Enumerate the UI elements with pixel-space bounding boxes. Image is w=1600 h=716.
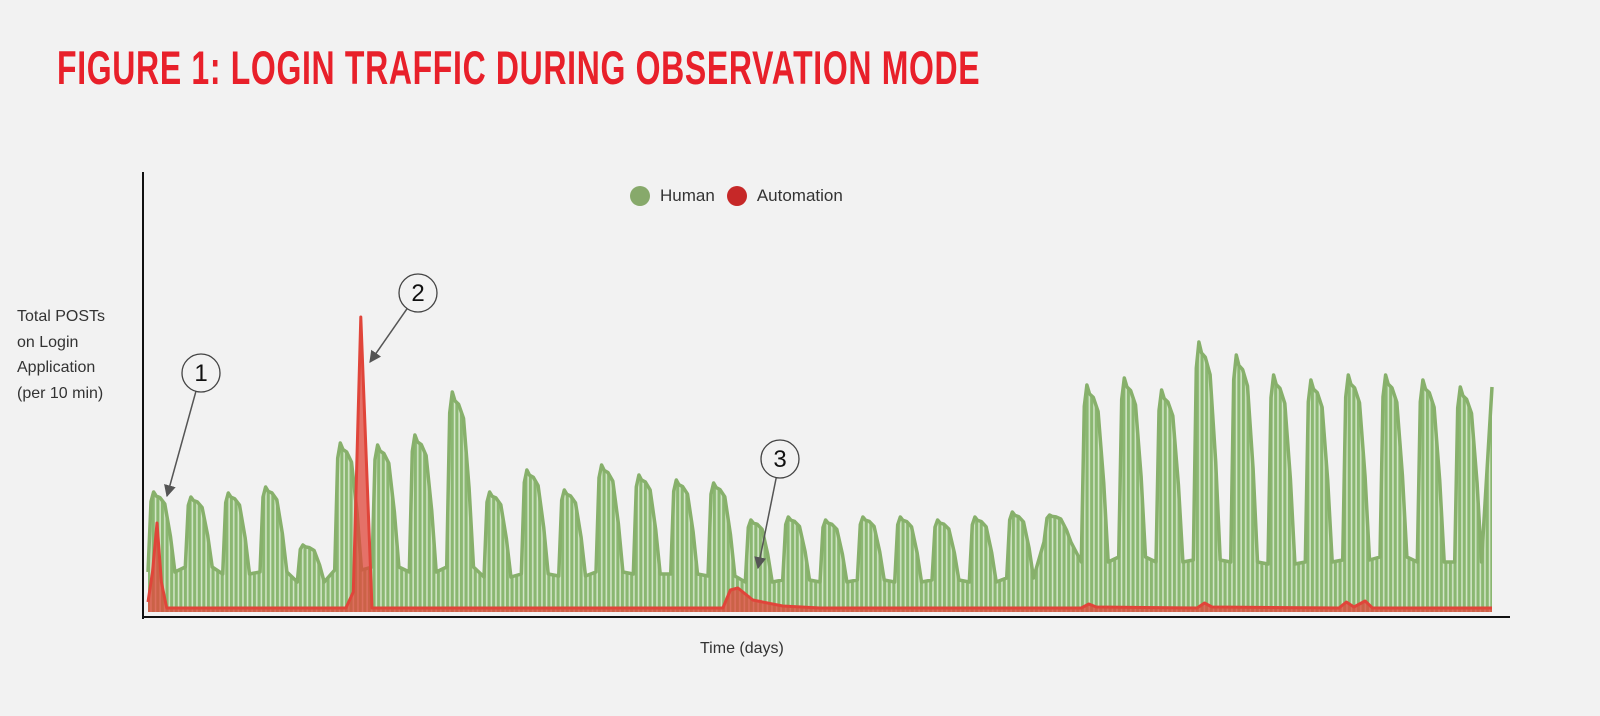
- automation-line: [146, 315, 1492, 610]
- x-axis-label: Time (days): [700, 640, 784, 657]
- annotation-arrow-2: [369, 308, 408, 363]
- legend: Human Automation: [630, 186, 855, 206]
- human-area: [148, 342, 1492, 612]
- annotation-circle-2: [398, 273, 438, 313]
- legend-item-automation[interactable]: Automation: [726, 186, 843, 206]
- y-label-line: (per 10 min): [17, 384, 104, 402]
- annotation-label-3: 3: [773, 446, 786, 473]
- legend-dot-human: [630, 186, 650, 206]
- y-label-line: Total POSTs: [17, 308, 106, 325]
- annotation-label-1: 1: [194, 360, 207, 387]
- human-line: [146, 340, 1494, 584]
- annotation-label-2: 2: [411, 280, 424, 307]
- annotation-circle-1: [181, 353, 221, 393]
- y-label-line: Application: [17, 359, 96, 376]
- annotation-circle-3: [760, 439, 800, 479]
- annotation-arrow-1: [164, 391, 197, 498]
- legend-label-human: Human: [660, 186, 715, 205]
- annotation-arrow-3: [754, 477, 777, 570]
- y-label-line: on Login: [17, 333, 79, 351]
- legend-dot-automation: [726, 186, 747, 206]
- chart-title: FIGURE 1: LOGIN TRAFFIC DURING OBSERVATI…: [57, 41, 981, 94]
- y-axis-label: Total POSTs on Login Application (per 10…: [17, 304, 105, 406]
- legend-item-human[interactable]: Human: [630, 186, 715, 206]
- legend-label-automation: Automation: [756, 186, 843, 205]
